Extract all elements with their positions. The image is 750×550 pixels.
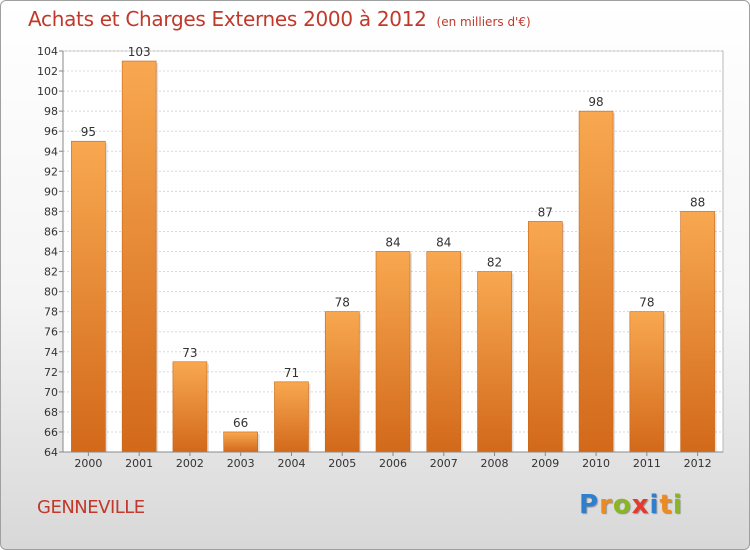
x-tick-label: 2000 [74,457,102,470]
bar [629,311,665,453]
bar-value-label: 88 [690,195,705,209]
bar [121,60,157,453]
y-tick-label: 84 [44,246,58,259]
logo-letter: r [599,490,613,520]
bar-value-label: 98 [588,95,603,109]
x-tick-label: 2006 [379,457,407,470]
y-tick-label: 90 [44,185,58,198]
bar-value-label: 103 [128,45,151,59]
city-name: GENNEVILLE [37,497,145,518]
y-tick-label: 94 [44,145,58,158]
chart-title-text: Achats et Charges Externes 2000 à 2012 [28,7,427,31]
y-tick-label: 96 [44,125,58,138]
bar [375,251,411,453]
bar-value-label: 84 [385,236,400,250]
y-tick-label: 82 [44,266,58,279]
bar-value-label: 73 [182,346,197,360]
bar-value-label: 87 [538,205,553,219]
bar-value-label: 78 [639,296,654,310]
x-tick-label: 2008 [481,457,509,470]
chart-unit: (en milliers d'€) [436,15,531,29]
proxiti-logo: Proxiti [579,490,683,520]
bar [324,311,360,453]
y-tick-label: 86 [44,225,58,238]
bar-value-label: 71 [284,366,299,380]
bar [426,251,462,453]
bar [680,211,715,453]
x-tick-label: 2001 [125,457,153,470]
y-tick-label: 104 [37,45,58,58]
y-tick-label: 102 [37,65,58,78]
x-tick-label: 2007 [430,457,458,470]
chart-title: Achats et Charges Externes 2000 à 2012 (e… [28,7,531,31]
x-tick-label: 2010 [582,457,610,470]
y-tick-label: 64 [44,446,58,459]
y-tick-label: 74 [44,346,58,359]
y-tick-label: 70 [44,386,58,399]
y-tick-label: 76 [44,326,58,339]
logo-letter: P [579,490,600,520]
bar [71,140,106,453]
bar [274,381,309,453]
bar [477,271,512,453]
x-tick-label: 2012 [684,457,712,470]
bar-value-label: 95 [81,125,96,139]
logo-letter: t [659,490,673,520]
logo-letter: o [612,490,632,520]
y-tick-label: 78 [44,306,58,319]
y-tick-label: 72 [44,366,58,379]
bar [223,431,258,453]
bar-value-label: 82 [487,256,502,270]
logo-letter: i [672,490,683,520]
x-tick-label: 2005 [328,457,356,470]
x-tick-label: 2009 [531,457,559,470]
y-tick-label: 98 [44,105,58,118]
bar-value-label: 84 [436,236,451,250]
y-tick-label: 80 [44,286,58,299]
y-tick-label: 100 [37,85,58,98]
logo-letter: x [631,490,650,520]
y-tick-label: 92 [44,165,58,178]
x-tick-label: 2003 [227,457,255,470]
logo-letter: i [649,490,660,520]
bar [172,361,208,453]
y-tick-label: 66 [44,426,58,439]
x-tick-label: 2011 [633,457,661,470]
bar [578,110,614,453]
bar-value-label: 66 [233,416,248,430]
y-tick-label: 88 [44,205,58,218]
x-tick-label: 2002 [176,457,204,470]
plot-area: 64 66 68 70 72 74 76 78 80 82 84 86 88 90 92 94 96 98 100 1… [37,45,724,470]
y-tick-label: 68 [44,406,58,419]
bar-value-label: 78 [335,296,350,310]
x-tick-label: 2004 [277,457,305,470]
bar [528,221,563,453]
